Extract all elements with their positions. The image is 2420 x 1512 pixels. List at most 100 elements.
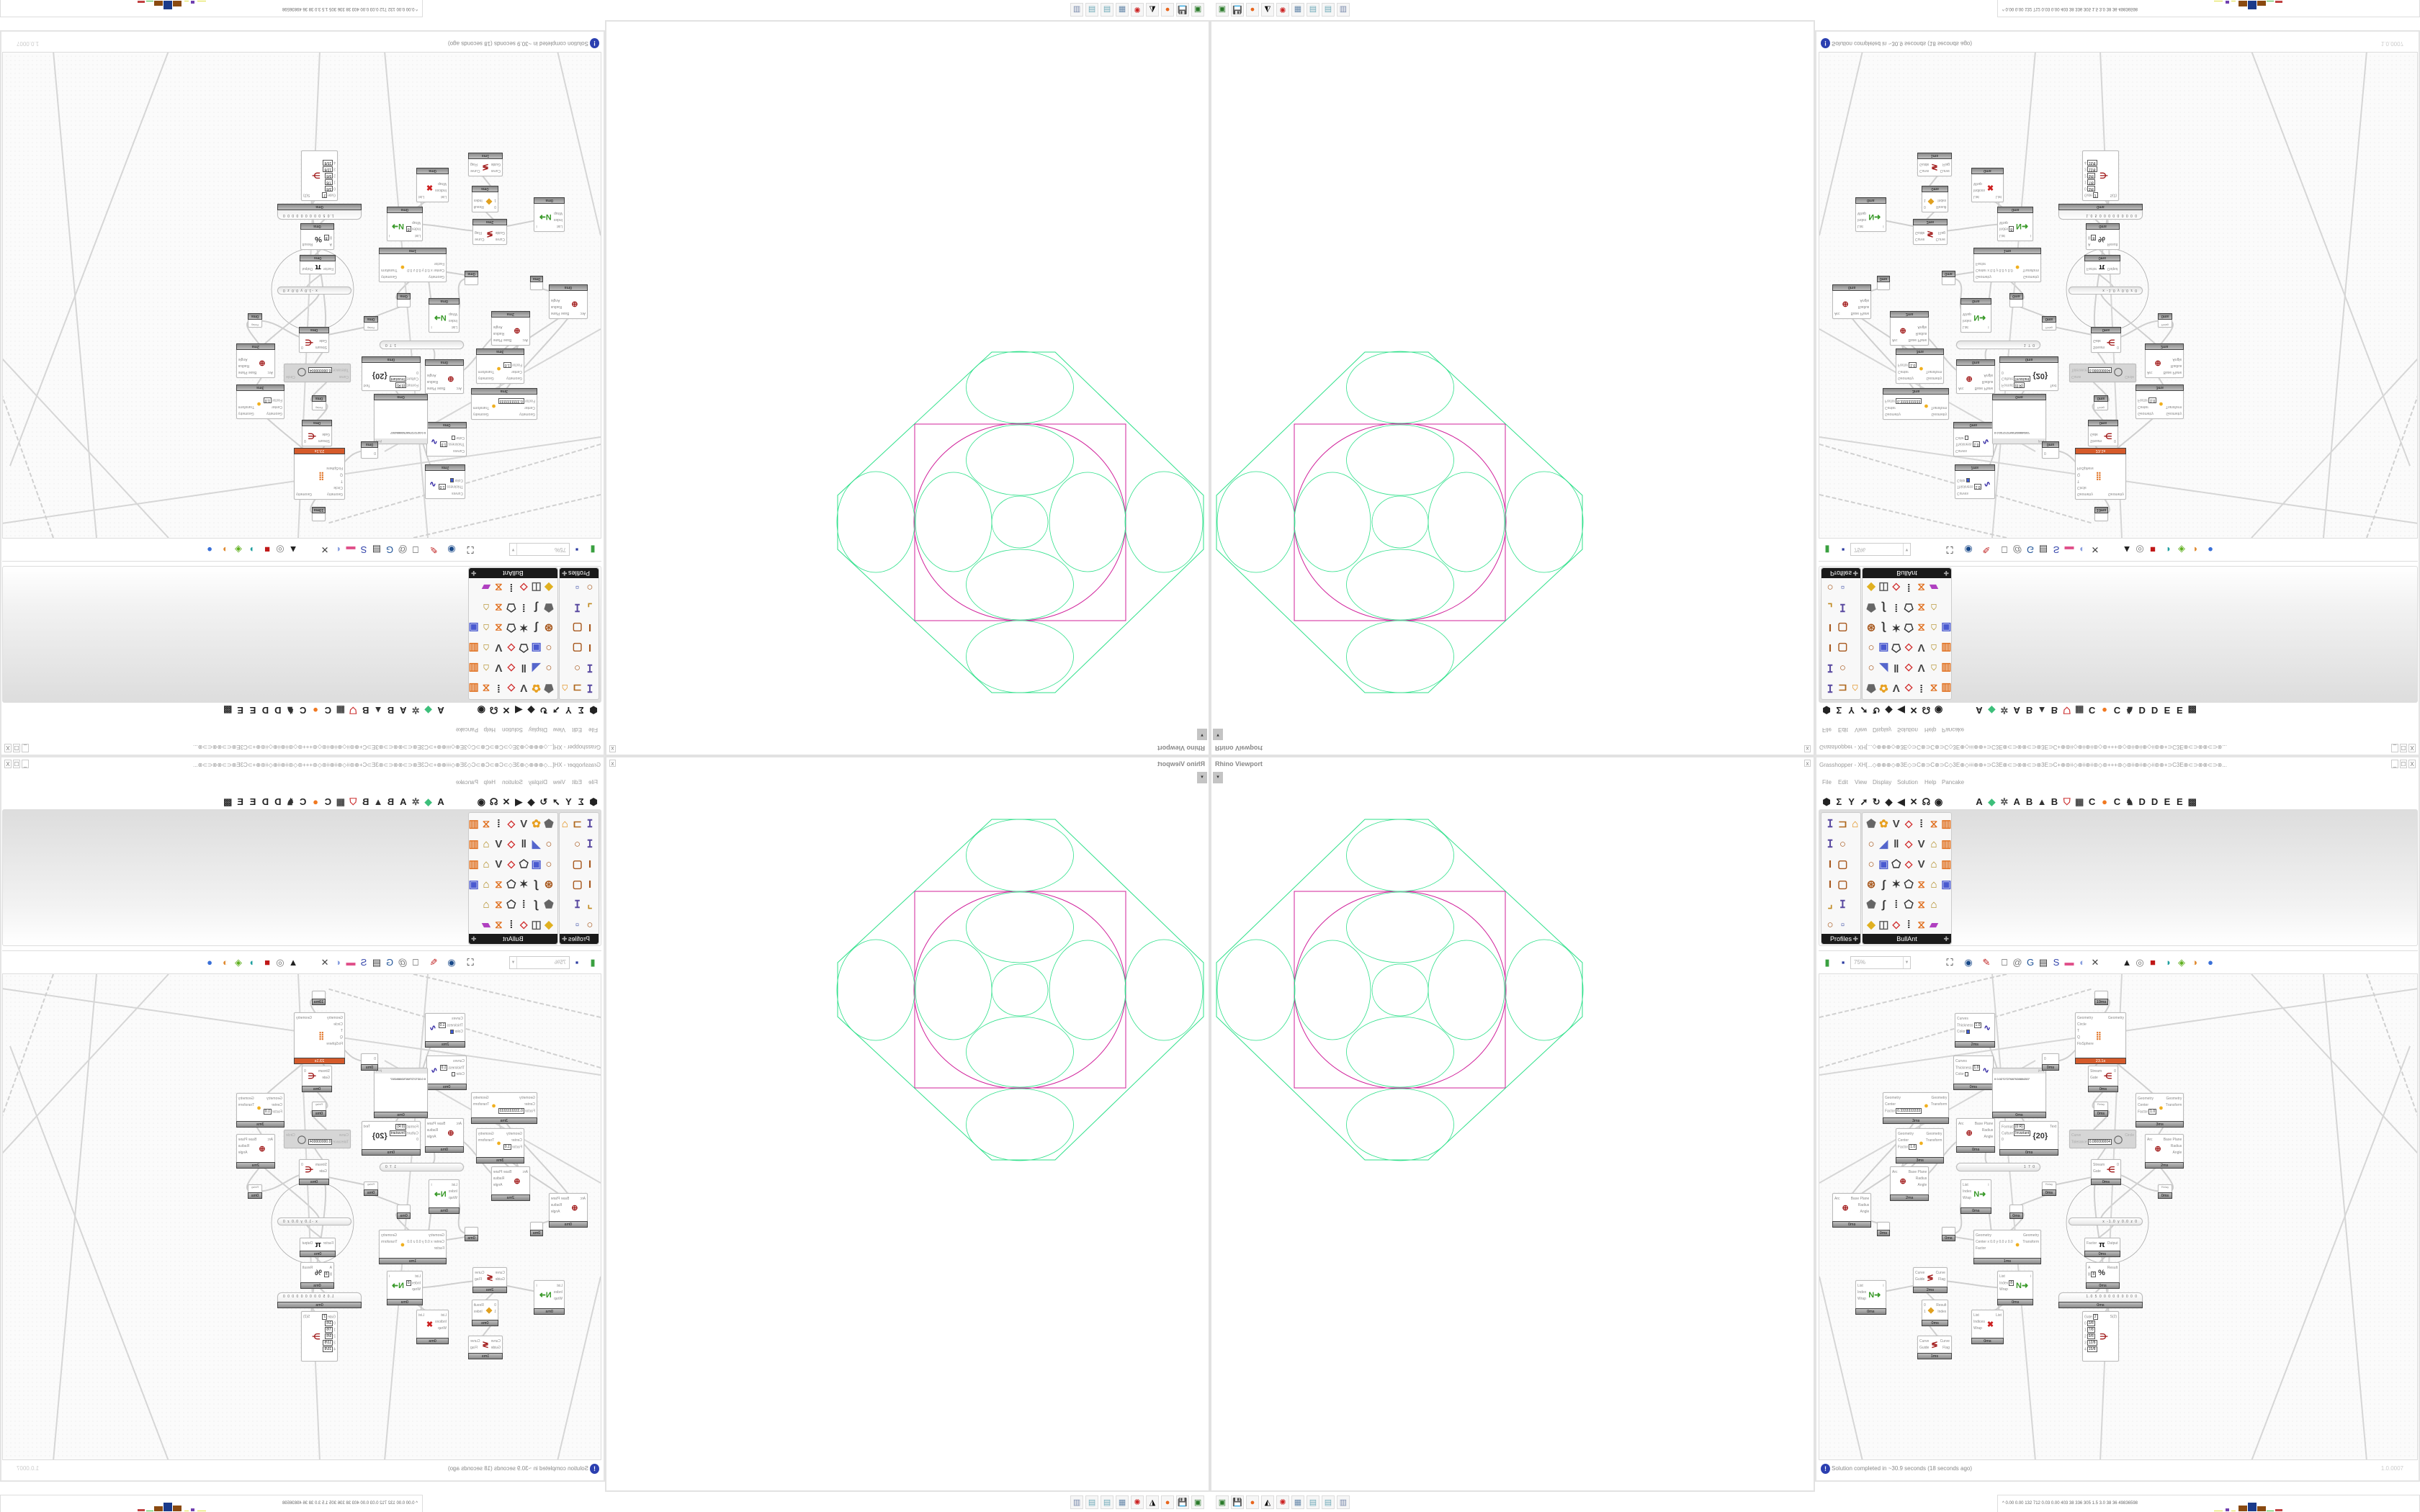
package-icon[interactable]: ▬ [346, 544, 356, 555]
ring-icon[interactable]: ○ [545, 662, 552, 674]
output-param[interactable]: Geometry [1926, 374, 1942, 381]
input-param[interactable]: Geometry [2077, 1015, 2094, 1022]
bracket-icon[interactable]: ⎕ [2002, 957, 2007, 968]
input-param[interactable]: Gate [318, 431, 330, 437]
param-value[interactable]: 0.3333333333 [1896, 398, 1922, 404]
input-param[interactable]: Geometry [1976, 273, 2013, 279]
param-value[interactable]: 1.0 [2148, 397, 2157, 403]
input-param[interactable]: Geometry [2077, 490, 2094, 497]
file-new-icon[interactable]: ▮ [590, 957, 596, 968]
relay-component[interactable]: 19ms [2094, 991, 2108, 1005]
input-param[interactable]: Wrap [449, 310, 457, 317]
output-param[interactable]: S(2) [303, 1314, 310, 1320]
tab-icon[interactable]: ↻ [1872, 796, 1881, 807]
output-param[interactable]: Index [1936, 1309, 1946, 1315]
param-value[interactable]: 9/8 [325, 1333, 333, 1339]
tab-e[interactable]: E [237, 705, 243, 716]
input-param[interactable]: Curve [308, 373, 349, 379]
chevron-down-icon[interactable]: ▼ [1903, 544, 1910, 555]
color-swatch[interactable] [1964, 436, 1968, 441]
output-param[interactable]: Angle [551, 1209, 570, 1215]
maximize-button[interactable]: ☐ [2400, 760, 2407, 768]
panel-icon[interactable]: ▤ [372, 544, 382, 555]
close-button[interactable]: X [4, 760, 12, 768]
input-param[interactable]: Thickness1.0 [438, 1022, 463, 1029]
solid-icon[interactable]: ⬟ [1866, 818, 1876, 830]
poly-icon[interactable]: ⬠ [1904, 601, 1914, 613]
lock-icon[interactable]: ⌂ [1930, 878, 1937, 891]
input-param[interactable]: CultureInvariant [389, 1130, 418, 1137]
green-shape-icon[interactable]: ◈ [2178, 957, 2185, 968]
viewport-geometry[interactable] [1211, 22, 1814, 755]
relay-component[interactable]: 0ms [530, 276, 543, 290]
kite-icon[interactable]: ⬦ [507, 662, 516, 674]
input-param[interactable]: FixSphere [326, 464, 343, 471]
box-icon[interactable]: ▣ [531, 642, 542, 654]
save-icon[interactable]: ▪ [575, 544, 579, 555]
lock-icon[interactable]: ⌂ [483, 878, 490, 891]
solid-icon[interactable]: ⬟ [544, 682, 554, 694]
input-param[interactable]: Curve [496, 235, 505, 242]
input-param[interactable]: Curve [1915, 235, 1924, 242]
output-param[interactable]: List [418, 1313, 424, 1319]
output-param[interactable]: Transform [1926, 368, 1942, 374]
input-param[interactable]: Curve [1919, 167, 1929, 174]
output-param[interactable]: Radius [551, 1202, 570, 1209]
dims-icon[interactable]: ⁞ [496, 818, 501, 830]
lock-icon[interactable]: ⌂ [1930, 642, 1937, 654]
notepad-icon[interactable]: ▤ [1307, 1495, 1319, 1509]
input-param[interactable]: Geometry [1898, 374, 1917, 381]
caret-up-icon[interactable]: ^ [416, 6, 418, 11]
caret-up-icon[interactable]: ^ [2002, 1501, 2004, 1506]
box-icon[interactable]: ▣ [468, 621, 479, 634]
param-value[interactable]: 3/8 [2087, 1320, 2095, 1326]
panel-component[interactable]: {0;0} 0 0.0272727687028804307 0ms [374, 1068, 428, 1118]
param-value[interactable]: 7/8 [325, 179, 333, 185]
output-param[interactable]: 0 [304, 1068, 306, 1075]
firefox-icon[interactable]: ● [1161, 3, 1174, 17]
kite-icon[interactable]: ⬦ [507, 682, 516, 694]
dims-icon[interactable]: ⁞ [1894, 899, 1899, 911]
tab-d[interactable]: D [274, 796, 282, 807]
chart-icon[interactable]: ▥ [1941, 662, 1952, 674]
zoom-extents-icon[interactable]: ⛶ [1946, 957, 1953, 968]
panel-icon[interactable]: ▤ [372, 957, 382, 968]
info-icon[interactable]: ! [1821, 38, 1830, 48]
output-param[interactable]: S(2) [303, 192, 310, 198]
input-param[interactable]: Arc [1892, 336, 1898, 343]
menu-pancake[interactable]: Pancake [455, 726, 478, 733]
output-param[interactable]: Transform [473, 1102, 490, 1108]
slider-value[interactable]: 1.0 5 0 0 0 0 0 0 0 0 0 [282, 1295, 334, 1299]
bracket-icon[interactable]: ⎕ [413, 544, 418, 555]
output-param[interactable]: Geometry [238, 410, 255, 416]
panel-icon[interactable]: ▤ [2038, 957, 2048, 968]
tab-b[interactable]: B [2051, 705, 2058, 716]
lock-icon[interactable]: ⌂ [483, 662, 490, 674]
grid-icon[interactable]: ▦ [2075, 705, 2084, 716]
rainbow-icon[interactable]: ▰ [1930, 919, 1938, 931]
output-param[interactable]: Base Plane [1909, 1169, 1927, 1176]
tab-a[interactable]: A [400, 705, 407, 716]
output-param[interactable]: Angle [1975, 1134, 1994, 1140]
color-swatch[interactable] [452, 436, 456, 441]
relay-component[interactable]: 0ms [1942, 1227, 1955, 1241]
input-param[interactable]: Wrap [1857, 1296, 1866, 1302]
input-param[interactable]: Center [503, 1138, 522, 1144]
ring-icon[interactable]: ○ [1868, 858, 1875, 870]
input-param[interactable]: Stream [2093, 1162, 2105, 1169]
red-box-icon[interactable]: ■ [264, 957, 270, 968]
menu-pancake[interactable]: Pancake [1942, 779, 1965, 786]
ibeam-icon[interactable]: I [588, 621, 592, 634]
output-param[interactable]: Flag [475, 1277, 484, 1283]
curve-icon[interactable]: ∫ [1882, 621, 1886, 634]
preview-eye-icon[interactable]: ◉ [447, 544, 456, 555]
input-param[interactable]: List [435, 193, 447, 199]
input-param[interactable]: Center [1885, 1102, 1922, 1108]
